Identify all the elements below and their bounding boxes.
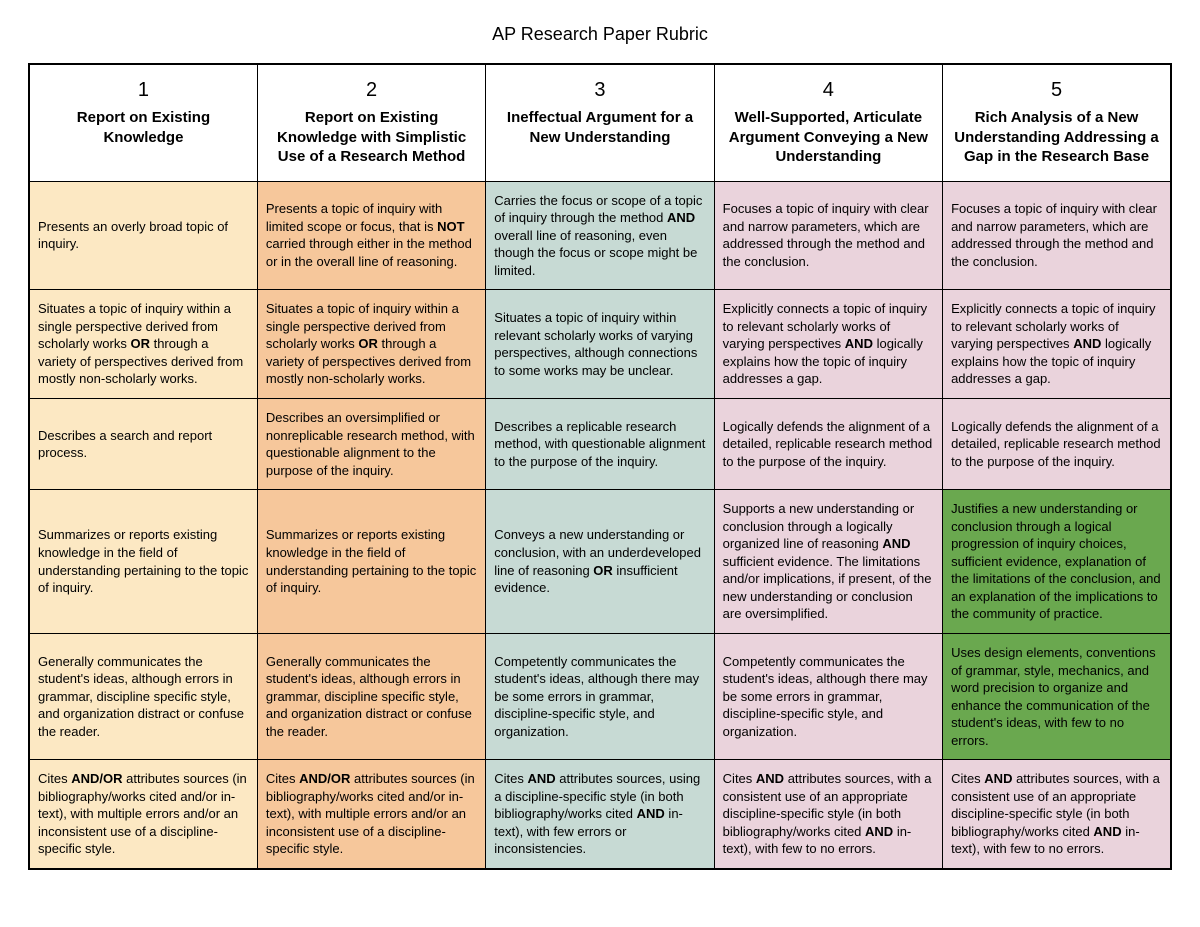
table-row: Cites AND/OR attributes sources (in bibl… [29,760,1171,869]
rubric-cell: Explicitly connects a topic of inquiry t… [714,290,942,399]
rubric-cell: Summarizes or reports existing knowledge… [29,490,257,634]
col-num: 1 [40,77,247,104]
col-title: Report on Existing Knowledge with Simpli… [268,108,475,167]
header-row: 1 Report on Existing Knowledge 2 Report … [29,64,1171,181]
col-header-4: 4 Well-Supported, Articulate Argument Co… [714,64,942,181]
rubric-page: AP Research Paper Rubric 1 Report on Exi… [0,0,1200,910]
col-header-1: 1 Report on Existing Knowledge [29,64,257,181]
rubric-cell: Cites AND attributes sources, with a con… [714,760,942,869]
rubric-cell: Describes a replicable research method, … [486,398,714,489]
col-header-5: 5 Rich Analysis of a New Understanding A… [943,64,1171,181]
col-title: Ineffectual Argument for a New Understan… [496,108,703,147]
page-title: AP Research Paper Rubric [28,24,1172,45]
rubric-cell: Presents an overly broad topic of inquir… [29,181,257,290]
rubric-cell: Competently communicates the student's i… [714,633,942,759]
rubric-cell: Cites AND/OR attributes sources (in bibl… [257,760,485,869]
rubric-cell: Conveys a new understanding or conclusio… [486,490,714,634]
rubric-cell: Summarizes or reports existing knowledge… [257,490,485,634]
rubric-cell: Explicitly connects a topic of inquiry t… [943,290,1171,399]
rubric-cell: Cites AND attributes sources, using a di… [486,760,714,869]
rubric-cell: Generally communicates the student's ide… [257,633,485,759]
table-row: Presents an overly broad topic of inquir… [29,181,1171,290]
table-row: Situates a topic of inquiry within a sin… [29,290,1171,399]
rubric-cell: Uses design elements, conventions of gra… [943,633,1171,759]
col-header-3: 3 Ineffectual Argument for a New Underst… [486,64,714,181]
rubric-cell: Justifies a new understanding or conclus… [943,490,1171,634]
rubric-cell: Describes a search and report process. [29,398,257,489]
rubric-cell: Focuses a topic of inquiry with clear an… [943,181,1171,290]
rubric-cell: Situates a topic of inquiry within relev… [486,290,714,399]
col-title: Well-Supported, Articulate Argument Conv… [725,108,932,167]
table-row: Generally communicates the student's ide… [29,633,1171,759]
rubric-cell: Carries the focus or scope of a topic of… [486,181,714,290]
rubric-cell: Logically defends the alignment of a det… [943,398,1171,489]
rubric-cell: Presents a topic of inquiry with limited… [257,181,485,290]
rubric-cell: Describes an oversimplified or nonreplic… [257,398,485,489]
col-title: Report on Existing Knowledge [40,108,247,147]
rubric-body: Presents an overly broad topic of inquir… [29,181,1171,869]
col-num: 3 [496,77,703,104]
col-num: 5 [953,77,1160,104]
rubric-cell: Logically defends the alignment of a det… [714,398,942,489]
rubric-header: 1 Report on Existing Knowledge 2 Report … [29,64,1171,181]
rubric-cell: Situates a topic of inquiry within a sin… [257,290,485,399]
rubric-cell: Situates a topic of inquiry within a sin… [29,290,257,399]
col-num: 4 [725,77,932,104]
col-header-2: 2 Report on Existing Knowledge with Simp… [257,64,485,181]
rubric-cell: Cites AND attributes sources, with a con… [943,760,1171,869]
col-title: Rich Analysis of a New Understanding Add… [953,108,1160,167]
table-row: Summarizes or reports existing knowledge… [29,490,1171,634]
rubric-cell: Supports a new understanding or conclusi… [714,490,942,634]
rubric-cell: Focuses a topic of inquiry with clear an… [714,181,942,290]
rubric-cell: Competently communicates the student's i… [486,633,714,759]
rubric-cell: Cites AND/OR attributes sources (in bibl… [29,760,257,869]
rubric-cell: Generally communicates the student's ide… [29,633,257,759]
rubric-table: 1 Report on Existing Knowledge 2 Report … [28,63,1172,870]
col-num: 2 [268,77,475,104]
table-row: Describes a search and report process.De… [29,398,1171,489]
